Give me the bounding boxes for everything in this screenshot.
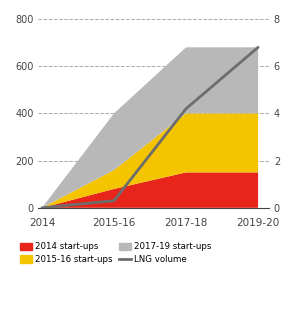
Legend: 2014 start-ups, 2015-16 start-ups, 2017-19 start-ups, LNG volume: 2014 start-ups, 2015-16 start-ups, 2017-…: [19, 242, 212, 264]
